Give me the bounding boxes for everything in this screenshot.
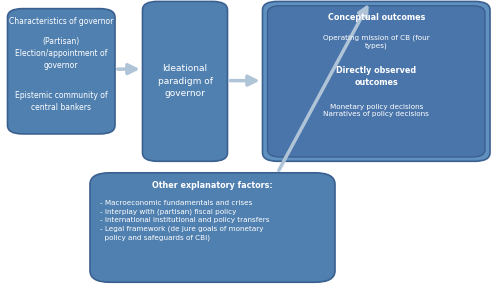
Text: Characteristics of governor: Characteristics of governor: [9, 17, 114, 26]
Text: Operating mission of CB (four
types): Operating mission of CB (four types): [323, 35, 430, 49]
Text: Epistemic community of
central bankers: Epistemic community of central bankers: [15, 91, 108, 111]
FancyBboxPatch shape: [142, 1, 228, 161]
Text: Conceptual outcomes: Conceptual outcomes: [328, 13, 425, 22]
Text: Monetary policy decisions
Narratives of policy decisions: Monetary policy decisions Narratives of …: [324, 104, 429, 118]
Text: Directly observed
outcomes: Directly observed outcomes: [336, 66, 416, 87]
Text: Other explanatory factors:: Other explanatory factors:: [152, 181, 273, 190]
FancyBboxPatch shape: [90, 173, 335, 282]
FancyBboxPatch shape: [8, 9, 115, 134]
FancyBboxPatch shape: [268, 6, 485, 157]
FancyBboxPatch shape: [262, 1, 490, 161]
Text: (Partisan)
Election/appointment of
governor: (Partisan) Election/appointment of gover…: [15, 37, 108, 70]
Text: - Macroeconomic fundamentals and crises
- Interplay with (partisan) fiscal polic: - Macroeconomic fundamentals and crises …: [100, 200, 270, 241]
Text: Ideational
paradigm of
governor: Ideational paradigm of governor: [158, 64, 212, 98]
